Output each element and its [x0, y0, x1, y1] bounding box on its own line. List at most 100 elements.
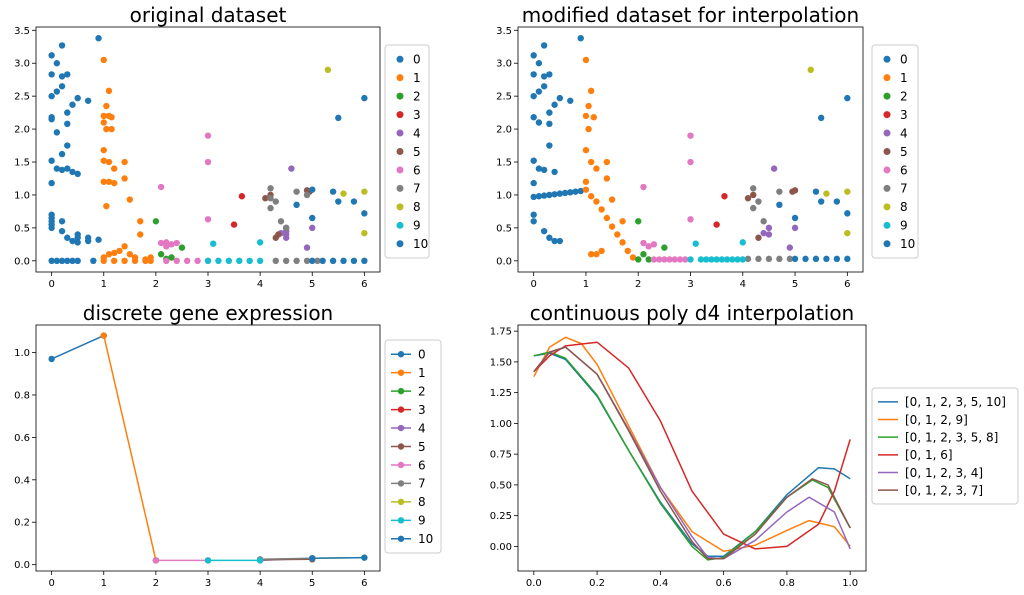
chart-title: original dataset	[130, 3, 287, 27]
scatter-point	[603, 175, 611, 182]
legend-marker	[883, 55, 891, 63]
legend-label: 6	[413, 163, 421, 177]
scatter-point	[236, 257, 243, 265]
scatter-point	[551, 191, 558, 198]
scatter-point	[105, 178, 113, 185]
scatter-point	[750, 204, 757, 212]
legend-label: 5	[900, 145, 908, 159]
scatter-point	[540, 192, 548, 199]
scatter-point	[48, 224, 55, 232]
legend-label: 10	[413, 237, 428, 251]
legend-label: 4	[413, 126, 421, 140]
x-tick-label: 0.0	[526, 578, 542, 589]
scatter-point	[582, 186, 590, 193]
scatter-point	[755, 198, 762, 205]
scatter-point	[110, 179, 118, 187]
scatter-point	[587, 87, 595, 95]
scatter-point	[303, 191, 311, 199]
scatter-point	[103, 202, 110, 210]
scatter-point	[629, 254, 637, 261]
chart-original: original dataset 0 1 2 3 4 5 6 0.0 0.5 1.0 1.5 2.0 2.…	[14, 3, 430, 290]
scatter-point	[640, 251, 647, 258]
scatter-point	[64, 71, 71, 78]
axes-frame	[517, 26, 864, 273]
scatter-point	[95, 236, 102, 243]
scatter-point	[598, 247, 605, 255]
scatter-point	[823, 255, 830, 263]
legend-label: 8	[418, 495, 426, 509]
scatter-point	[110, 249, 118, 257]
scatter-point	[776, 188, 783, 195]
scatter-point	[760, 218, 767, 225]
scatter-point	[309, 224, 316, 232]
legend-box	[384, 44, 430, 259]
scatter-point	[556, 190, 564, 197]
series-marker	[204, 557, 212, 564]
scatter-point	[812, 255, 820, 263]
scatter-point	[121, 158, 128, 166]
scatter-point	[84, 97, 92, 104]
scatter-point	[535, 193, 543, 200]
scatter-point	[137, 231, 144, 238]
scatter-point	[582, 146, 590, 154]
scatter-point	[582, 178, 590, 185]
scatter-point	[765, 224, 773, 232]
chart-modified: modified dataset for interpolation 0 1 2 3 4 5…	[496, 3, 919, 290]
legend-label: 2	[900, 89, 908, 103]
y-tick-label: 3.5	[14, 26, 30, 37]
x-tick-label: 1	[101, 279, 107, 290]
scatter-point	[105, 251, 113, 258]
scatter-point	[303, 257, 311, 265]
scatter-point	[640, 239, 647, 247]
scatter-point	[350, 198, 358, 205]
scatter-point	[530, 211, 537, 218]
y-tick-label: 3.0	[14, 59, 30, 70]
scatter-point	[314, 257, 321, 265]
axes-frame	[517, 324, 867, 572]
scatter-point	[530, 179, 537, 187]
legend-marker	[883, 111, 891, 119]
y-tick-label: 0.6	[14, 433, 30, 444]
scatter-point	[121, 257, 128, 265]
scatter-point	[713, 221, 720, 228]
series-marker	[256, 557, 264, 564]
scatter-point	[661, 244, 668, 251]
legend-marker	[397, 461, 405, 469]
scatter-point	[535, 119, 543, 126]
scatter-point	[58, 73, 66, 80]
scatter-point	[142, 257, 149, 265]
scatter-point	[702, 256, 710, 263]
scatter-point	[635, 256, 642, 263]
legend-label: 8	[900, 200, 908, 214]
legend-label: 5	[413, 145, 421, 159]
scatter-point	[267, 195, 274, 202]
scatter-point	[744, 195, 752, 202]
scatter-point	[157, 183, 165, 191]
scatter-point	[624, 247, 631, 255]
legend-label: 3	[413, 108, 421, 122]
series-line	[533, 341, 851, 550]
scatter-point	[561, 189, 569, 197]
scatter-point	[556, 94, 564, 102]
scatter-point	[58, 42, 66, 49]
scatter-point	[272, 257, 279, 265]
y-tick-label: 1.0	[14, 190, 30, 201]
scatter-point	[210, 240, 217, 247]
scatter-point	[350, 257, 358, 265]
scatter-point	[582, 56, 590, 64]
scatter-point	[157, 251, 165, 258]
scatter-point	[53, 165, 61, 172]
scatter-point	[723, 256, 731, 263]
scatter-point	[194, 257, 201, 265]
legend-marker	[396, 148, 404, 155]
scatter-point	[619, 218, 626, 225]
scatter-point	[361, 229, 368, 237]
scatter-point	[64, 142, 71, 149]
x-tick-label: 0.8	[779, 578, 795, 589]
scatter-point	[282, 231, 290, 238]
legend-label: 7	[418, 477, 426, 491]
legend-marker	[396, 203, 404, 211]
scatter-point	[324, 66, 332, 74]
scatter-point	[105, 158, 113, 166]
